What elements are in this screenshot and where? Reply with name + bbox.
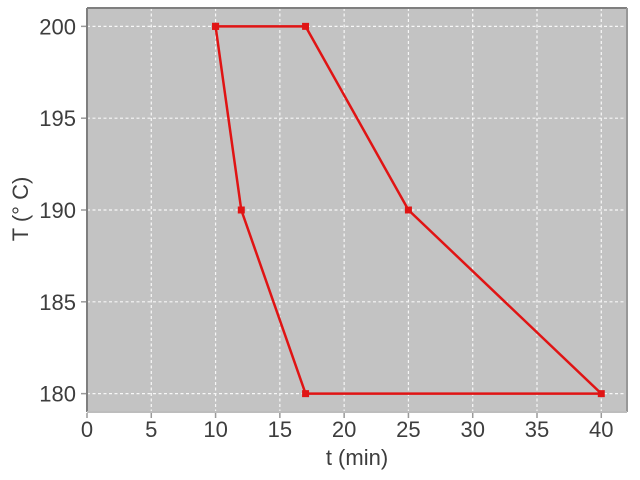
x-tick-label: 10 [203,417,227,442]
x-axis-label: t (min) [325,445,389,470]
data-point-marker [237,206,245,214]
x-tick-label: 40 [589,417,613,442]
data-point-marker [302,22,310,30]
x-tick-label: 35 [525,417,549,442]
y-tick-label: 195 [39,106,76,131]
data-point-marker [597,390,605,398]
x-tick-label: 5 [145,417,157,442]
data-point-marker [404,206,412,214]
x-tick-label: 0 [81,417,93,442]
x-tick-label: 30 [460,417,484,442]
x-tick-label: 25 [396,417,420,442]
y-tick-label: 180 [39,382,76,407]
y-tick-label: 185 [39,290,76,315]
x-tick-label: 15 [268,417,292,442]
data-point-marker [212,22,220,30]
data-point-marker [302,390,310,398]
y-tick-label: 190 [39,198,76,223]
y-tick-label: 200 [39,14,76,39]
y-axis-label: T (° C) [8,176,33,242]
x-tick-label: 20 [332,417,356,442]
